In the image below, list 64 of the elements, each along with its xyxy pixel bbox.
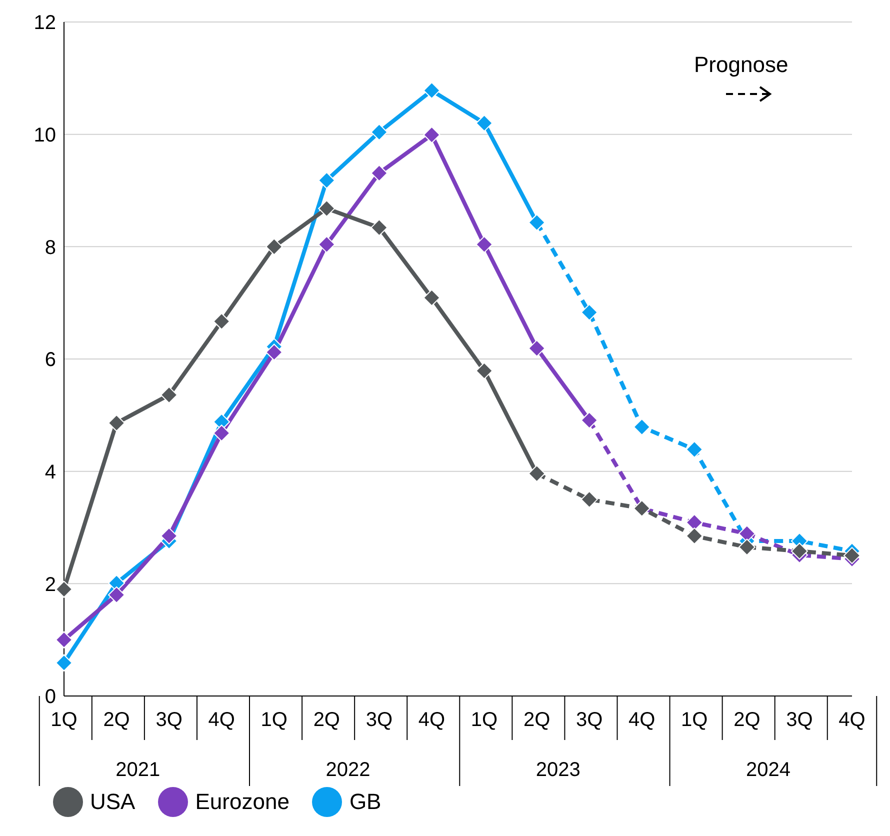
legend-label: Eurozone <box>195 789 290 815</box>
point <box>266 238 283 256</box>
legend-label: GB <box>349 789 382 815</box>
point <box>633 418 650 436</box>
y-tick-label: 6 <box>44 349 56 372</box>
point <box>738 525 756 542</box>
point <box>686 440 703 458</box>
x-tick-label: 1Q <box>681 709 708 731</box>
legend-label: USA <box>90 789 136 815</box>
point <box>476 362 493 380</box>
x-tick-label: 4Q <box>208 709 235 731</box>
point <box>423 289 440 306</box>
point <box>528 340 546 357</box>
text: 2024 <box>746 759 791 781</box>
x-tick-label: 2Q <box>734 709 760 731</box>
point <box>108 586 126 604</box>
point <box>56 631 72 648</box>
text: 2021 <box>116 759 160 781</box>
point <box>108 414 126 432</box>
point <box>580 490 598 508</box>
point <box>370 124 388 141</box>
x-tick-label: 2Q <box>103 709 130 731</box>
point <box>56 654 72 672</box>
annotation: Prognose <box>694 52 788 78</box>
x-tick-label: 1Q <box>50 709 78 731</box>
point <box>476 114 493 132</box>
x-tick-label: 4Q <box>628 709 656 731</box>
x-tick-label: 3Q <box>576 709 603 731</box>
y-tick-label: 12 <box>34 12 56 34</box>
point <box>370 219 388 236</box>
point <box>686 527 703 544</box>
point <box>213 424 230 442</box>
point <box>56 580 72 598</box>
x-tick-label: 3Q <box>366 709 393 731</box>
x-tick-label: 3Q <box>786 709 813 731</box>
point <box>213 312 230 330</box>
x-tick-label: 4Q <box>418 709 446 731</box>
y-tick-label: 4 <box>44 461 56 484</box>
text: 2022 <box>326 759 370 781</box>
point <box>266 344 283 361</box>
y-tick-label: 0 <box>44 686 56 708</box>
point <box>160 527 178 544</box>
x-tick-label: 2Q <box>523 709 550 731</box>
x-tick-label: 4Q <box>838 709 866 731</box>
point <box>423 126 440 144</box>
point <box>423 82 440 100</box>
y-tick-label: 10 <box>34 124 56 146</box>
y-tick-label: 8 <box>44 236 56 259</box>
x-tick-label: 1Q <box>260 709 288 731</box>
point <box>580 304 598 321</box>
point <box>370 164 388 182</box>
point <box>790 542 808 560</box>
y-tick-label: 2 <box>44 574 56 596</box>
point <box>160 386 178 404</box>
point <box>318 200 336 217</box>
point <box>476 236 493 253</box>
point <box>844 547 860 564</box>
x-tick-label: 3Q <box>156 709 182 731</box>
x-tick-label: 2Q <box>313 709 340 731</box>
point <box>738 538 756 556</box>
point <box>318 172 336 189</box>
point <box>318 236 336 253</box>
x-tick-label: 1Q <box>470 709 498 731</box>
text: 2023 <box>536 759 580 781</box>
